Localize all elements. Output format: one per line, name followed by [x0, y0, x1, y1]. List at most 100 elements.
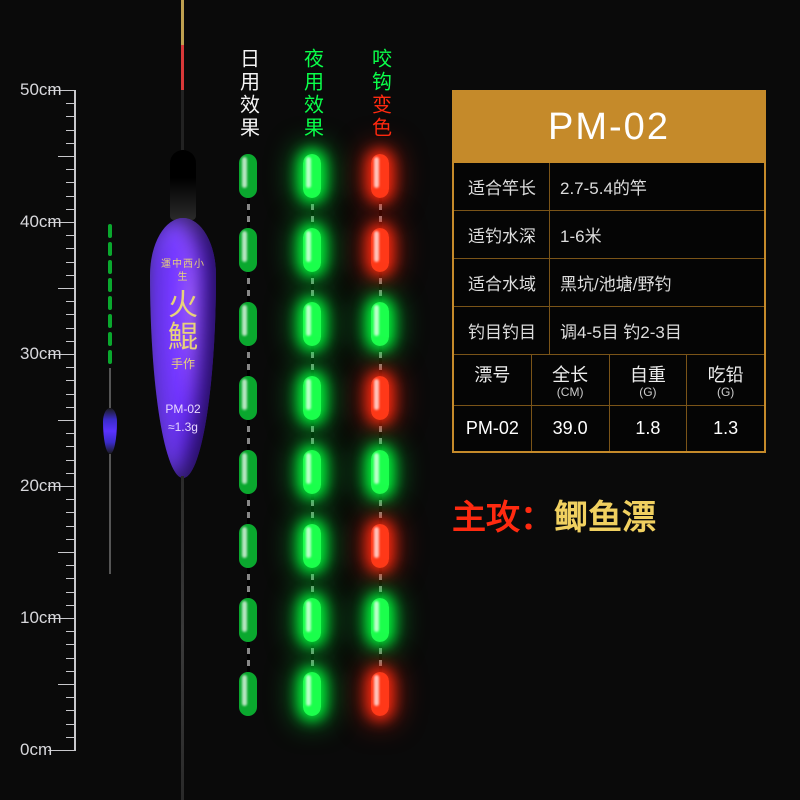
stick-segment [303, 598, 321, 642]
ruler-tick [66, 697, 76, 698]
card-value: 调4-5目 钓2-3目 [550, 307, 764, 354]
slogan-prefix: 主攻： [452, 499, 554, 537]
stick-segment [303, 302, 321, 346]
float-brand: 運中西小生 火鯤 手作 [156, 258, 210, 373]
mini-seg [108, 278, 112, 292]
brand-small: 運中西小生 [156, 258, 210, 284]
ruler-tick [58, 420, 76, 421]
card-row: 适合水域黑坑/池塘/野钓 [454, 258, 764, 306]
ruler-tick [66, 103, 76, 104]
stick-segment [239, 672, 257, 716]
stick-segment [371, 228, 389, 272]
ruler-tick [66, 116, 76, 117]
ruler-tick [66, 169, 76, 170]
card-rows: 适合竿长2.7-5.4的竿适钓水深1-6米适合水域黑坑/池塘/野钓钓目钓目调4-… [454, 163, 764, 354]
stick-segment [371, 450, 389, 494]
stick-connector [379, 420, 382, 450]
ruler-tick [66, 314, 76, 315]
ruler-tick [66, 605, 76, 606]
ruler-tick [58, 552, 76, 553]
ruler-tick [66, 592, 76, 593]
ruler-label: 30cm [20, 344, 62, 364]
ruler-label: 50cm [20, 80, 62, 100]
ruler-tick [66, 578, 76, 579]
stick-connector [247, 420, 250, 450]
brand-big: 火鯤 [156, 290, 210, 353]
stick-segment [371, 154, 389, 198]
ruler-tick [66, 499, 76, 500]
stick-segment [303, 376, 321, 420]
ruler-label: 40cm [20, 212, 62, 232]
stick-column [237, 154, 259, 716]
stick-segment [239, 154, 257, 198]
stick-connector [311, 272, 314, 302]
card-row: 钓目钓目调4-5目 钓2-3目 [454, 306, 764, 354]
stick-segment [303, 228, 321, 272]
ruler-tick [66, 671, 76, 672]
float-neck [170, 150, 196, 220]
ruler-tick [66, 512, 76, 513]
stick-connector [247, 568, 250, 598]
mini-tail [109, 454, 111, 574]
stick-connector [311, 420, 314, 450]
ruler-tick [66, 301, 76, 302]
stick-title: 日用效果 [234, 48, 263, 140]
ruler-tick [66, 407, 76, 408]
spec-header-cell: 自重(G) [610, 355, 688, 405]
stick-connector [311, 198, 314, 228]
ruler-tick [66, 631, 76, 632]
stick-connector [311, 346, 314, 376]
ruler-tick [58, 288, 76, 289]
ruler-tick [66, 658, 76, 659]
spec-header-cell: 吃铅(G) [687, 355, 764, 405]
ruler-tick [66, 275, 76, 276]
ruler-tick [58, 156, 76, 157]
card-value: 2.7-5.4的竿 [550, 163, 764, 210]
spec-value-cell: 1.8 [610, 406, 688, 451]
ruler-tick [66, 209, 76, 210]
model-weight: ≈1.3g [156, 418, 210, 436]
stick-connector [379, 642, 382, 672]
mini-seg [108, 314, 112, 328]
mini-seg [108, 260, 112, 274]
ruler-label: 0cm [20, 740, 52, 760]
mini-seg [108, 296, 112, 310]
ruler: 0cm10cm20cm30cm40cm50cm [22, 90, 92, 750]
float-tail-stem [181, 476, 184, 800]
ruler-tick [66, 341, 76, 342]
float-model: PM-02 ≈1.3g [156, 400, 210, 436]
ruler-tick [66, 710, 76, 711]
spec-header-cell: 漂号 [454, 355, 532, 405]
ruler-tick [66, 446, 76, 447]
ruler-label: 10cm [20, 608, 62, 628]
ruler-tick [66, 433, 76, 434]
stick-segment [239, 302, 257, 346]
spec-value-cell: 1.3 [687, 406, 764, 451]
mini-seg [108, 332, 112, 346]
stick-connector [247, 494, 250, 524]
stick-segment [303, 450, 321, 494]
stick-segment [303, 524, 321, 568]
spec-value-cell: 39.0 [532, 406, 610, 451]
ruler-label: 20cm [20, 476, 62, 496]
stick-connector [379, 568, 382, 598]
card-value: 1-6米 [550, 211, 764, 258]
stick-connector [379, 272, 382, 302]
stick-segment [371, 524, 389, 568]
stick-connector [247, 272, 250, 302]
ruler-tick [66, 526, 76, 527]
ruler-tick [66, 724, 76, 725]
ruler-tick [66, 565, 76, 566]
stick-connector [379, 346, 382, 376]
mini-seg [108, 242, 112, 256]
ruler-tick [66, 143, 76, 144]
stick-segment [371, 302, 389, 346]
stick-segment [371, 598, 389, 642]
card-key: 钓目钓目 [454, 307, 550, 354]
mini-float [98, 220, 122, 574]
ruler-tick [66, 130, 76, 131]
stick-connector [379, 198, 382, 228]
ruler-tick [66, 235, 76, 236]
ruler-tick [66, 473, 76, 474]
float-top-stem [181, 0, 184, 150]
